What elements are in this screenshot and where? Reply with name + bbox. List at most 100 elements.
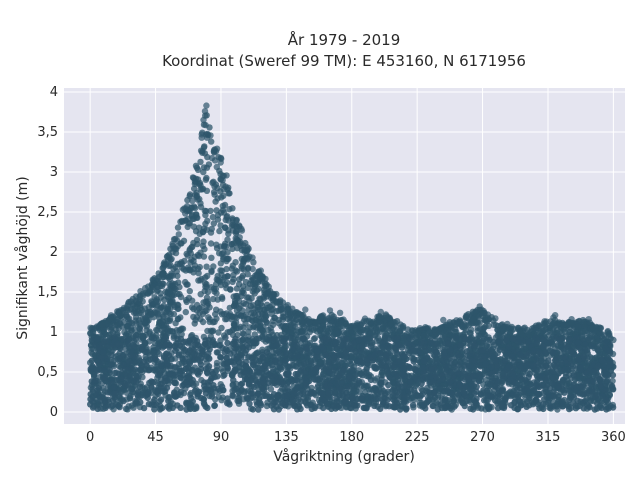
data-point <box>594 346 601 353</box>
data-point <box>474 319 481 326</box>
data-point <box>123 313 131 321</box>
data-point <box>213 241 220 248</box>
data-point <box>186 287 193 295</box>
data-point <box>226 312 233 319</box>
data-point <box>189 243 196 250</box>
data-point <box>300 324 308 331</box>
data-point <box>194 166 202 173</box>
data-point <box>306 328 313 336</box>
data-point <box>594 400 601 407</box>
data-point <box>188 304 196 311</box>
data-point <box>320 404 327 412</box>
data-point <box>244 284 252 291</box>
data-point <box>236 305 243 312</box>
data-point <box>217 222 224 229</box>
data-point <box>180 266 187 273</box>
data-point <box>548 336 555 343</box>
data-point <box>589 388 596 395</box>
data-point <box>226 190 233 197</box>
data-point <box>208 138 215 145</box>
data-point <box>250 302 257 309</box>
data-point <box>209 319 217 326</box>
data-point <box>230 240 237 247</box>
data-point <box>371 363 379 371</box>
data-point <box>220 310 228 318</box>
data-point <box>240 324 247 331</box>
data-point <box>199 318 207 326</box>
data-point <box>237 312 244 319</box>
data-point <box>140 333 147 340</box>
data-point <box>451 403 458 410</box>
data-point <box>200 164 208 171</box>
data-point <box>605 405 612 412</box>
data-point <box>225 230 232 237</box>
data-point <box>184 252 191 259</box>
data-point <box>210 220 217 227</box>
data-point <box>260 386 268 394</box>
data-point <box>136 310 143 317</box>
data-point <box>263 312 270 320</box>
data-point <box>584 346 591 353</box>
chart-subtitle: Koordinat (Sweref 99 TM): E 453160, N 61… <box>162 52 526 70</box>
data-point <box>411 387 418 394</box>
data-point <box>372 324 380 331</box>
data-point <box>429 402 436 410</box>
data-point <box>141 314 149 321</box>
data-point <box>199 242 207 250</box>
data-point <box>102 404 109 412</box>
data-point <box>194 214 201 221</box>
data-point <box>328 325 335 333</box>
data-point <box>175 315 182 322</box>
data-point <box>294 352 301 360</box>
data-point <box>215 329 222 336</box>
data-point <box>229 278 236 285</box>
data-point <box>104 389 111 396</box>
data-point <box>275 320 282 327</box>
data-point <box>249 274 256 282</box>
data-point <box>178 260 185 267</box>
data-point <box>505 343 513 350</box>
data-point <box>249 359 256 366</box>
data-point <box>609 386 616 393</box>
data-point <box>588 342 595 350</box>
data-point <box>379 325 387 332</box>
data-point <box>153 297 160 305</box>
data-point <box>108 351 115 359</box>
data-point <box>532 366 540 374</box>
data-point <box>202 390 210 397</box>
data-point <box>545 357 552 364</box>
data-point <box>250 285 258 293</box>
data-point <box>217 281 225 289</box>
data-point <box>158 304 166 311</box>
data-point <box>462 335 469 343</box>
data-point <box>231 322 238 329</box>
data-point <box>227 350 234 357</box>
data-point <box>102 331 109 338</box>
data-point <box>150 344 157 351</box>
data-point <box>223 255 230 262</box>
data-point <box>120 397 127 405</box>
data-point <box>224 329 231 336</box>
data-point <box>267 324 274 332</box>
data-point <box>227 286 234 293</box>
data-point <box>228 222 236 229</box>
data-point <box>609 371 617 379</box>
data-point <box>443 368 450 376</box>
data-point <box>242 278 250 286</box>
data-point <box>230 302 238 310</box>
data-point <box>200 168 207 176</box>
data-point <box>256 325 264 332</box>
data-point <box>296 384 303 391</box>
data-point <box>217 337 224 344</box>
data-point <box>166 305 174 312</box>
data-point <box>402 406 410 413</box>
data-point <box>218 324 225 332</box>
data-point <box>89 386 96 393</box>
data-point <box>177 218 184 226</box>
data-point <box>252 280 259 287</box>
data-point <box>480 381 487 388</box>
data-point <box>124 406 131 413</box>
data-point <box>313 328 321 335</box>
data-point <box>159 317 166 325</box>
data-point <box>127 392 134 400</box>
